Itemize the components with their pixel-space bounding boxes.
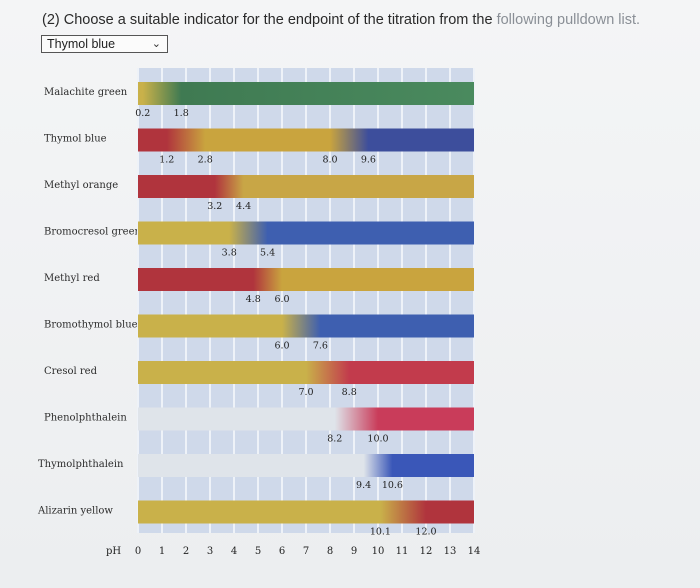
x-tick-label: 8 [327, 546, 333, 557]
x-tick-label: 6 [279, 546, 285, 557]
indicator-label: Alizarin yellow [37, 506, 113, 517]
indicator-bar [138, 128, 474, 152]
range-high-label: 4.4 [236, 201, 251, 212]
indicator-label: Malachite green [44, 87, 128, 98]
x-tick-label: 4 [231, 546, 237, 557]
transition-range-labels: 0.2 1.8 1.2 2.8 8.0 9.6 3.2 4.4 3.8 5.4 4.8 6.0 6.0 7… [135, 108, 436, 538]
question-prefix: (2) Choose a suitable indicator for the … [42, 12, 497, 28]
range-high-label: 10.6 [382, 480, 403, 491]
question-suffix: following pulldown list. [496, 12, 641, 28]
indicator-bar [138, 221, 474, 245]
range-low-label: 3.8 [222, 248, 237, 259]
indicator-label: Phenolphthalein [44, 413, 127, 424]
ph-axis: pH 0 1 2 3 4 5 6 7 8 9 10 11 12 13 14 [106, 546, 480, 557]
x-tick-label: 7 [303, 546, 309, 557]
indicator-bar [138, 175, 474, 198]
indicator-bar [138, 407, 474, 431]
indicator-labels: Malachite green Thymol blue Methyl orange B… [37, 87, 141, 517]
x-tick-label: 0 [135, 546, 141, 557]
indicator-label: Bromocresol green [44, 227, 141, 238]
x-tick-label: 12 [420, 546, 433, 557]
indicator-dropdown[interactable]: Thymol blue ⌄ [41, 35, 168, 53]
x-tick-label: 2 [183, 546, 189, 557]
question-text: (2) Choose a suitable indicator for the … [42, 12, 640, 28]
x-tick-label: 1 [159, 546, 165, 557]
range-low-label: 6.0 [274, 341, 289, 352]
x-tick-label: 3 [207, 546, 213, 557]
axis-label: pH [106, 546, 121, 557]
range-high-label: 5.4 [260, 248, 275, 259]
indicator-bar [138, 314, 474, 338]
range-high-label: 1.8 [174, 108, 189, 119]
range-high-label: 9.6 [361, 155, 376, 166]
dropdown-selected-value: Thymol blue [47, 37, 116, 51]
range-high-label: 12.0 [415, 527, 436, 538]
indicator-bar [138, 361, 474, 384]
range-high-label: 7.6 [313, 341, 328, 352]
range-low-label: 8.0 [322, 155, 337, 166]
range-low-label: 9.4 [356, 480, 371, 491]
range-low-label: 7.0 [298, 387, 313, 398]
range-low-label: 3.2 [207, 201, 222, 212]
indicator-label: Bromothymol blue [44, 320, 138, 331]
chevron-down-icon: ⌄ [151, 38, 161, 50]
indicator-bar [138, 454, 474, 477]
range-high-label: 6.0 [274, 294, 289, 305]
indicator-bars [137, 68, 475, 533]
x-tick-label: 10 [372, 546, 385, 557]
indicator-label: Methyl orange [44, 180, 118, 191]
indicator-label: Cresol red [44, 366, 98, 377]
range-low-label: 8.2 [327, 434, 342, 445]
indicator-label: Methyl red [44, 273, 100, 284]
indicator-bar [138, 500, 474, 524]
x-tick-label: 5 [255, 546, 261, 557]
range-high-label: 2.8 [198, 155, 213, 166]
indicator-label: Thymolphthalein [38, 459, 124, 470]
x-tick-label: 9 [351, 546, 357, 557]
range-low-label: 10.1 [370, 527, 391, 538]
x-tick-label: 11 [396, 546, 409, 557]
indicator-bar [138, 268, 474, 291]
range-high-label: 8.8 [342, 387, 357, 398]
indicator-label: Thymol blue [44, 134, 107, 145]
range-low-label: 0.2 [135, 108, 150, 119]
x-tick-label: 14 [468, 546, 481, 557]
indicator-bar [138, 82, 474, 105]
range-high-label: 10.0 [367, 434, 388, 445]
range-low-label: 4.8 [246, 294, 261, 305]
x-tick-label: 13 [444, 546, 457, 557]
range-low-label: 1.2 [159, 155, 174, 166]
